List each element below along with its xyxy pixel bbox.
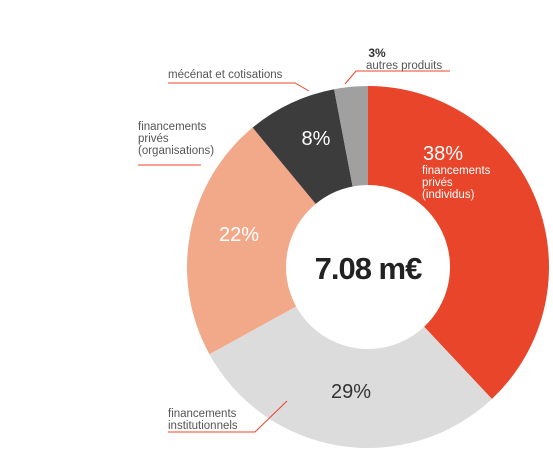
donut-slice-4: [252, 89, 353, 204]
slice-pct-label-5: 3%: [368, 46, 386, 60]
leader-line-4: [168, 82, 310, 92]
slice-category-label-3: (organisations): [138, 145, 214, 157]
donut-center-total: 7.08 m€: [315, 251, 423, 286]
slice-category-label-1: (individus): [422, 189, 475, 201]
slice-category-label-3: privés: [138, 133, 169, 145]
slice-category-label-4: mécénat et cotisations: [168, 69, 283, 81]
slice-pct-label-3: 22%: [219, 224, 259, 246]
donut-slices: [187, 86, 549, 448]
slice-category-label-1: privés: [422, 177, 453, 189]
slice-labels: 38%financementsprivés(individus)29%finan…: [138, 46, 491, 432]
leader-line-2: [168, 400, 288, 433]
slice-category-label-2: institutionnels: [168, 420, 238, 432]
donut-slice-3: [187, 127, 316, 355]
slice-category-label-5: autres produits: [366, 60, 442, 72]
slice-pct-label-2: 29%: [331, 381, 371, 403]
slice-pct-label-4: 8%: [302, 128, 331, 150]
slice-pct-label-1: 38%: [423, 143, 463, 165]
leader-lines: [138, 70, 450, 433]
donut-slice-1: [368, 86, 549, 399]
leader-line-5: [344, 70, 450, 85]
slice-category-label-3: financements: [138, 121, 207, 133]
donut-slice-2: [209, 306, 492, 448]
slice-category-label-1: financements: [422, 165, 491, 177]
slice-category-label-2: financements: [168, 408, 237, 420]
donut-slice-5: [334, 86, 368, 187]
